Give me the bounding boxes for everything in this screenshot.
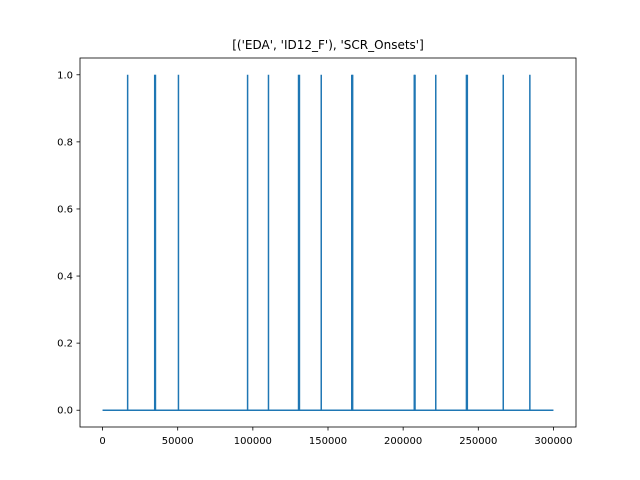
y-tick-label: 0.0: [57, 406, 73, 417]
x-tick-label: 250000: [459, 436, 497, 447]
x-tick-label: 150000: [309, 436, 347, 447]
plot-area: [79, 57, 577, 428]
chart-title: [('EDA', 'ID12_F'), 'SCR_Onsets']: [232, 38, 424, 52]
x-tick-label: 200000: [384, 436, 422, 447]
y-tick-label: 0.4: [57, 272, 73, 283]
y-axis: 0.0 0.2 0.4 0.6 0.8 1.0: [57, 70, 80, 417]
x-tick-label: 50000: [162, 436, 194, 447]
y-tick-label: 1.0: [57, 70, 73, 81]
x-tick-label: 100000: [234, 436, 272, 447]
x-tick-label: 0: [99, 436, 105, 447]
y-tick-label: 0.8: [57, 137, 73, 148]
x-axis: 0 50000 100000 150000 200000 250000 300000: [99, 427, 573, 447]
series-layer: [102, 74, 554, 411]
y-tick-label: 0.2: [57, 339, 73, 350]
x-tick-label: 300000: [534, 436, 572, 447]
y-tick-label: 0.6: [57, 204, 73, 215]
